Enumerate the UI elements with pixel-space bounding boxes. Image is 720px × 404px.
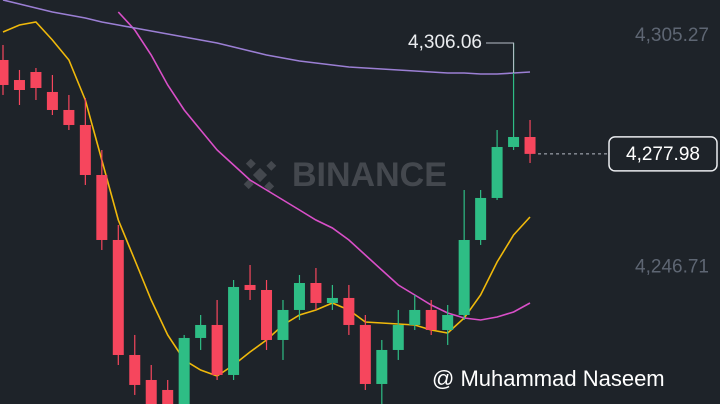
- watermark-text: BINANCE: [292, 156, 447, 194]
- candle-body: [129, 354, 141, 385]
- credit: @ Muhammad Naseem: [432, 366, 665, 391]
- candle-body: [244, 284, 256, 290]
- candle-body: [491, 146, 503, 198]
- candle-body: [145, 379, 157, 404]
- candle-body: [96, 174, 108, 240]
- credit-text: @ Muhammad Naseem: [432, 366, 665, 391]
- candle-body: [425, 309, 437, 330]
- last-price-box: [608, 136, 718, 172]
- candle-body: [310, 282, 322, 303]
- candle-body: [112, 239, 124, 355]
- candle-body: [475, 197, 487, 240]
- candle-body: [508, 136, 520, 147]
- candle-body: [277, 309, 289, 340]
- y-tick-label: 4,305.27: [635, 25, 709, 46]
- candle-body: [293, 282, 305, 310]
- moving-average-line: [2, 0, 531, 75]
- candle-body: [392, 324, 404, 350]
- candle-body: [261, 289, 273, 340]
- candle-body: [0, 59, 9, 85]
- candle-body: [79, 124, 91, 175]
- last-price-label: 4,277.98: [626, 144, 700, 165]
- candle-body: [178, 337, 190, 404]
- high-marker-label: 4,306.06: [408, 32, 482, 53]
- candle-body: [211, 324, 223, 375]
- y-tick-label: 4,246.71: [635, 256, 709, 277]
- candle-body: [63, 109, 75, 125]
- high-marker-line: [486, 42, 515, 74]
- candle-body: [195, 324, 207, 338]
- candle-body: [46, 91, 58, 110]
- candle-body: [524, 136, 536, 154]
- candle-body: [409, 309, 421, 325]
- candle-body: [359, 324, 371, 384]
- candle-body: [376, 349, 388, 384]
- candle-body: [30, 71, 42, 88]
- candle-body: [343, 297, 355, 325]
- candle-body: [162, 389, 174, 404]
- candle-body: [442, 314, 454, 330]
- candle-body: [13, 80, 25, 91]
- candle-body: [228, 286, 240, 375]
- moving-average-line: [117, 11, 531, 321]
- candle-body: [458, 239, 470, 315]
- candle-body: [326, 297, 338, 303]
